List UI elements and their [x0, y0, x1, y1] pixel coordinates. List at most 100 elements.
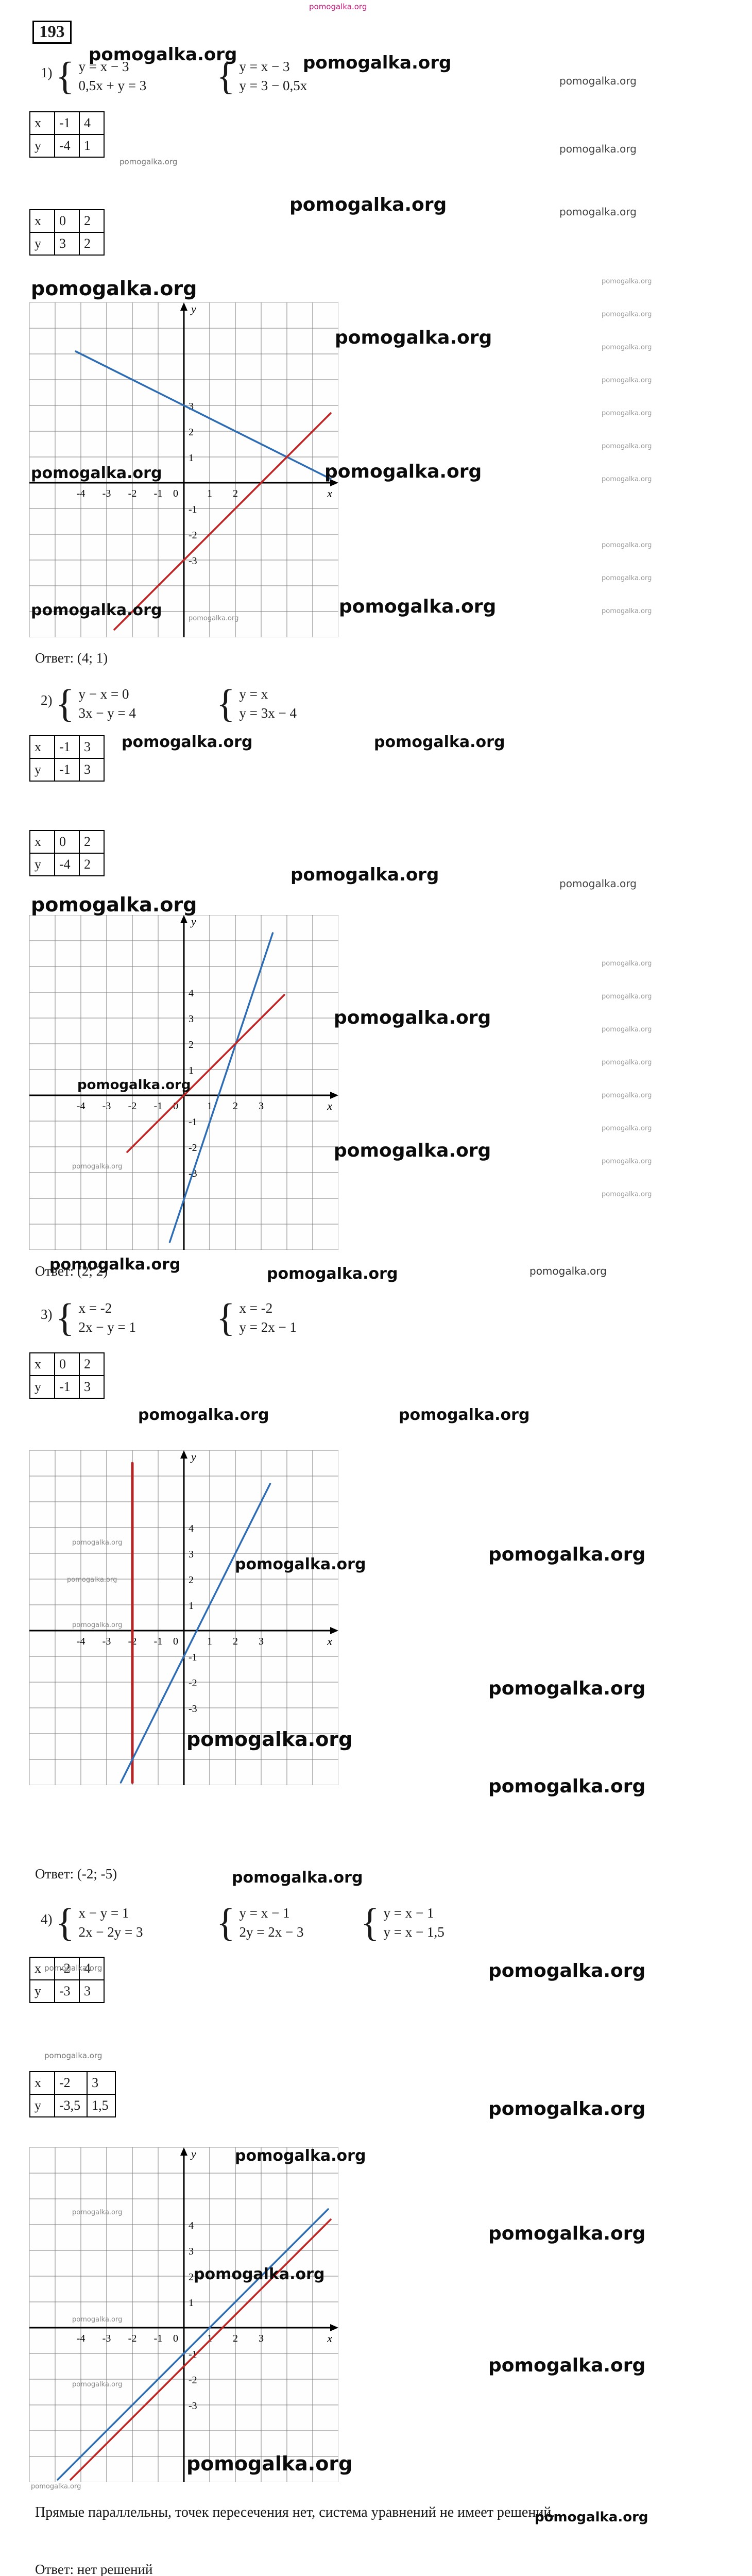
watermark: pomogalka.org — [602, 993, 652, 1001]
answer-2: Ответ: (2; 2) — [35, 1263, 108, 1279]
svg-text:-2: -2 — [189, 1142, 197, 1154]
brace-icon: { — [56, 55, 75, 98]
watermark: pomogalka.org — [235, 2147, 366, 2165]
svg-text:3: 3 — [189, 401, 194, 412]
watermark: pomogalka.org — [602, 574, 652, 582]
table-cell: 3 — [79, 1979, 105, 2003]
svg-text:1: 1 — [207, 2333, 212, 2344]
equation: y = 2x − 1 — [239, 1319, 297, 1335]
watermark: pomogalka.org — [235, 1555, 366, 1573]
table-cell: -2 — [54, 2071, 88, 2095]
svg-text:1: 1 — [189, 1065, 194, 1076]
table-cell: y — [29, 2094, 55, 2117]
watermark: pomogalka.org — [602, 443, 652, 450]
part-2-label: 2) — [41, 692, 53, 708]
graph-svg: x y -4 -3 -2 -1 0 1 2 3 2 1 -1 -2 -3 — [29, 302, 339, 638]
table-cell: 2 — [79, 209, 105, 233]
part-4-table-1: x -2 4 y -3 3 — [29, 1957, 105, 2003]
watermark: pomogalka.org — [529, 1265, 607, 1277]
answer-4: Ответ: нет решений — [35, 2562, 153, 2576]
svg-text:-2: -2 — [128, 1100, 137, 1112]
svg-text:x: x — [327, 1635, 332, 1648]
table-cell: 2 — [79, 232, 105, 256]
part-4-label: 4) — [41, 1911, 53, 1927]
svg-text:-4: -4 — [77, 2333, 86, 2344]
table-cell: -2 — [54, 1957, 80, 1980]
watermark: pomogalka.org — [31, 277, 197, 300]
watermark: pomogalka.org — [334, 1007, 491, 1028]
equation: y = x — [239, 686, 268, 702]
part-4-system-1: { x − y = 1 2x − 2y = 3 — [56, 1902, 143, 1943]
table-cell: -1 — [54, 1375, 80, 1399]
table-cell: -3,5 — [54, 2094, 88, 2117]
svg-text:-4: -4 — [77, 1636, 86, 1647]
table-cell: 1,5 — [87, 2094, 116, 2117]
table-cell: -4 — [54, 853, 80, 876]
table-cell: 2 — [79, 830, 105, 854]
watermark: pomogalka.org — [335, 327, 492, 348]
watermark: pomogalka.org — [602, 311, 652, 318]
watermark: pomogalka.org — [602, 1026, 652, 1033]
equation: y = x − 1 — [383, 1905, 434, 1921]
table-cell: -1 — [54, 111, 80, 135]
part-3-system-1: { x = -2 2x − y = 1 — [56, 1297, 136, 1338]
equation: y = x − 3 — [239, 59, 290, 74]
equation: 0,5x + y = 3 — [78, 78, 147, 93]
watermark: pomogalka.org — [138, 1406, 269, 1424]
watermark: pomogalka.org — [44, 1963, 102, 1973]
table-cell: x — [29, 830, 55, 854]
watermark: pomogalka.org — [559, 75, 637, 87]
part-1-system-2: { y = x − 3 y = 3 − 0,5x — [216, 56, 307, 97]
watermark: pomogalka.org — [89, 44, 237, 65]
equation: 2x − 2y = 3 — [78, 1924, 143, 1940]
svg-text:3: 3 — [259, 1636, 264, 1647]
part-1-system-1: { y = x − 3 0,5x + y = 3 — [56, 56, 146, 97]
equation: y = 3x − 4 — [239, 705, 297, 721]
watermark: pomogalka.org — [602, 541, 652, 549]
svg-text:-3: -3 — [102, 1636, 111, 1647]
svg-text:-3: -3 — [189, 1703, 197, 1715]
svg-text:x: x — [327, 2332, 332, 2345]
svg-text:-2: -2 — [128, 488, 137, 499]
svg-text:-1: -1 — [154, 1636, 163, 1647]
table-cell: x — [29, 1352, 55, 1376]
watermark: pomogalka.org — [72, 1539, 123, 1547]
watermark: pomogalka.org — [267, 1265, 398, 1283]
watermark: pomogalka.org — [602, 1158, 652, 1165]
table-cell: -1 — [54, 758, 80, 782]
watermark: pomogalka.org — [119, 157, 178, 166]
part-3-label: 3) — [41, 1307, 53, 1322]
watermark: pomogalka.org — [67, 1576, 117, 1584]
watermark: pomogalka.org — [602, 344, 652, 351]
svg-text:2: 2 — [233, 488, 238, 499]
watermark: pomogalka.org — [194, 2265, 325, 2283]
brace-icon: { — [56, 1296, 75, 1340]
svg-text:-3: -3 — [102, 2333, 111, 2344]
svg-text:-4: -4 — [77, 488, 86, 499]
top-watermark-link[interactable]: pomogalka.org — [309, 2, 367, 11]
svg-text:-1: -1 — [189, 504, 197, 515]
watermark: pomogalka.org — [72, 2209, 123, 2216]
watermark: pomogalka.org — [334, 1140, 491, 1161]
svg-text:-1: -1 — [154, 1100, 163, 1112]
table-cell: 2 — [79, 1352, 105, 1376]
table-cell: y — [29, 232, 55, 256]
watermark: pomogalka.org — [559, 877, 637, 890]
equation: y = x − 1 — [239, 1905, 290, 1921]
svg-text:2: 2 — [189, 427, 194, 438]
brace-icon: { — [56, 1901, 75, 1944]
part-4-system-2: { y = x − 1 2y = 2x − 3 — [216, 1902, 303, 1943]
watermark: pomogalka.org — [31, 893, 197, 916]
table-cell: y — [29, 134, 55, 158]
equation: y = 3 − 0,5x — [239, 78, 307, 93]
watermark: pomogalka.org — [399, 1406, 530, 1424]
svg-text:2: 2 — [189, 1574, 194, 1586]
equation: 2x − y = 1 — [78, 1319, 136, 1335]
table-cell: x — [29, 2071, 55, 2095]
watermark: pomogalka.org — [339, 596, 497, 617]
svg-text:-2: -2 — [189, 1677, 197, 1689]
part-2-system-2: { y = x y = 3x − 4 — [216, 683, 297, 724]
